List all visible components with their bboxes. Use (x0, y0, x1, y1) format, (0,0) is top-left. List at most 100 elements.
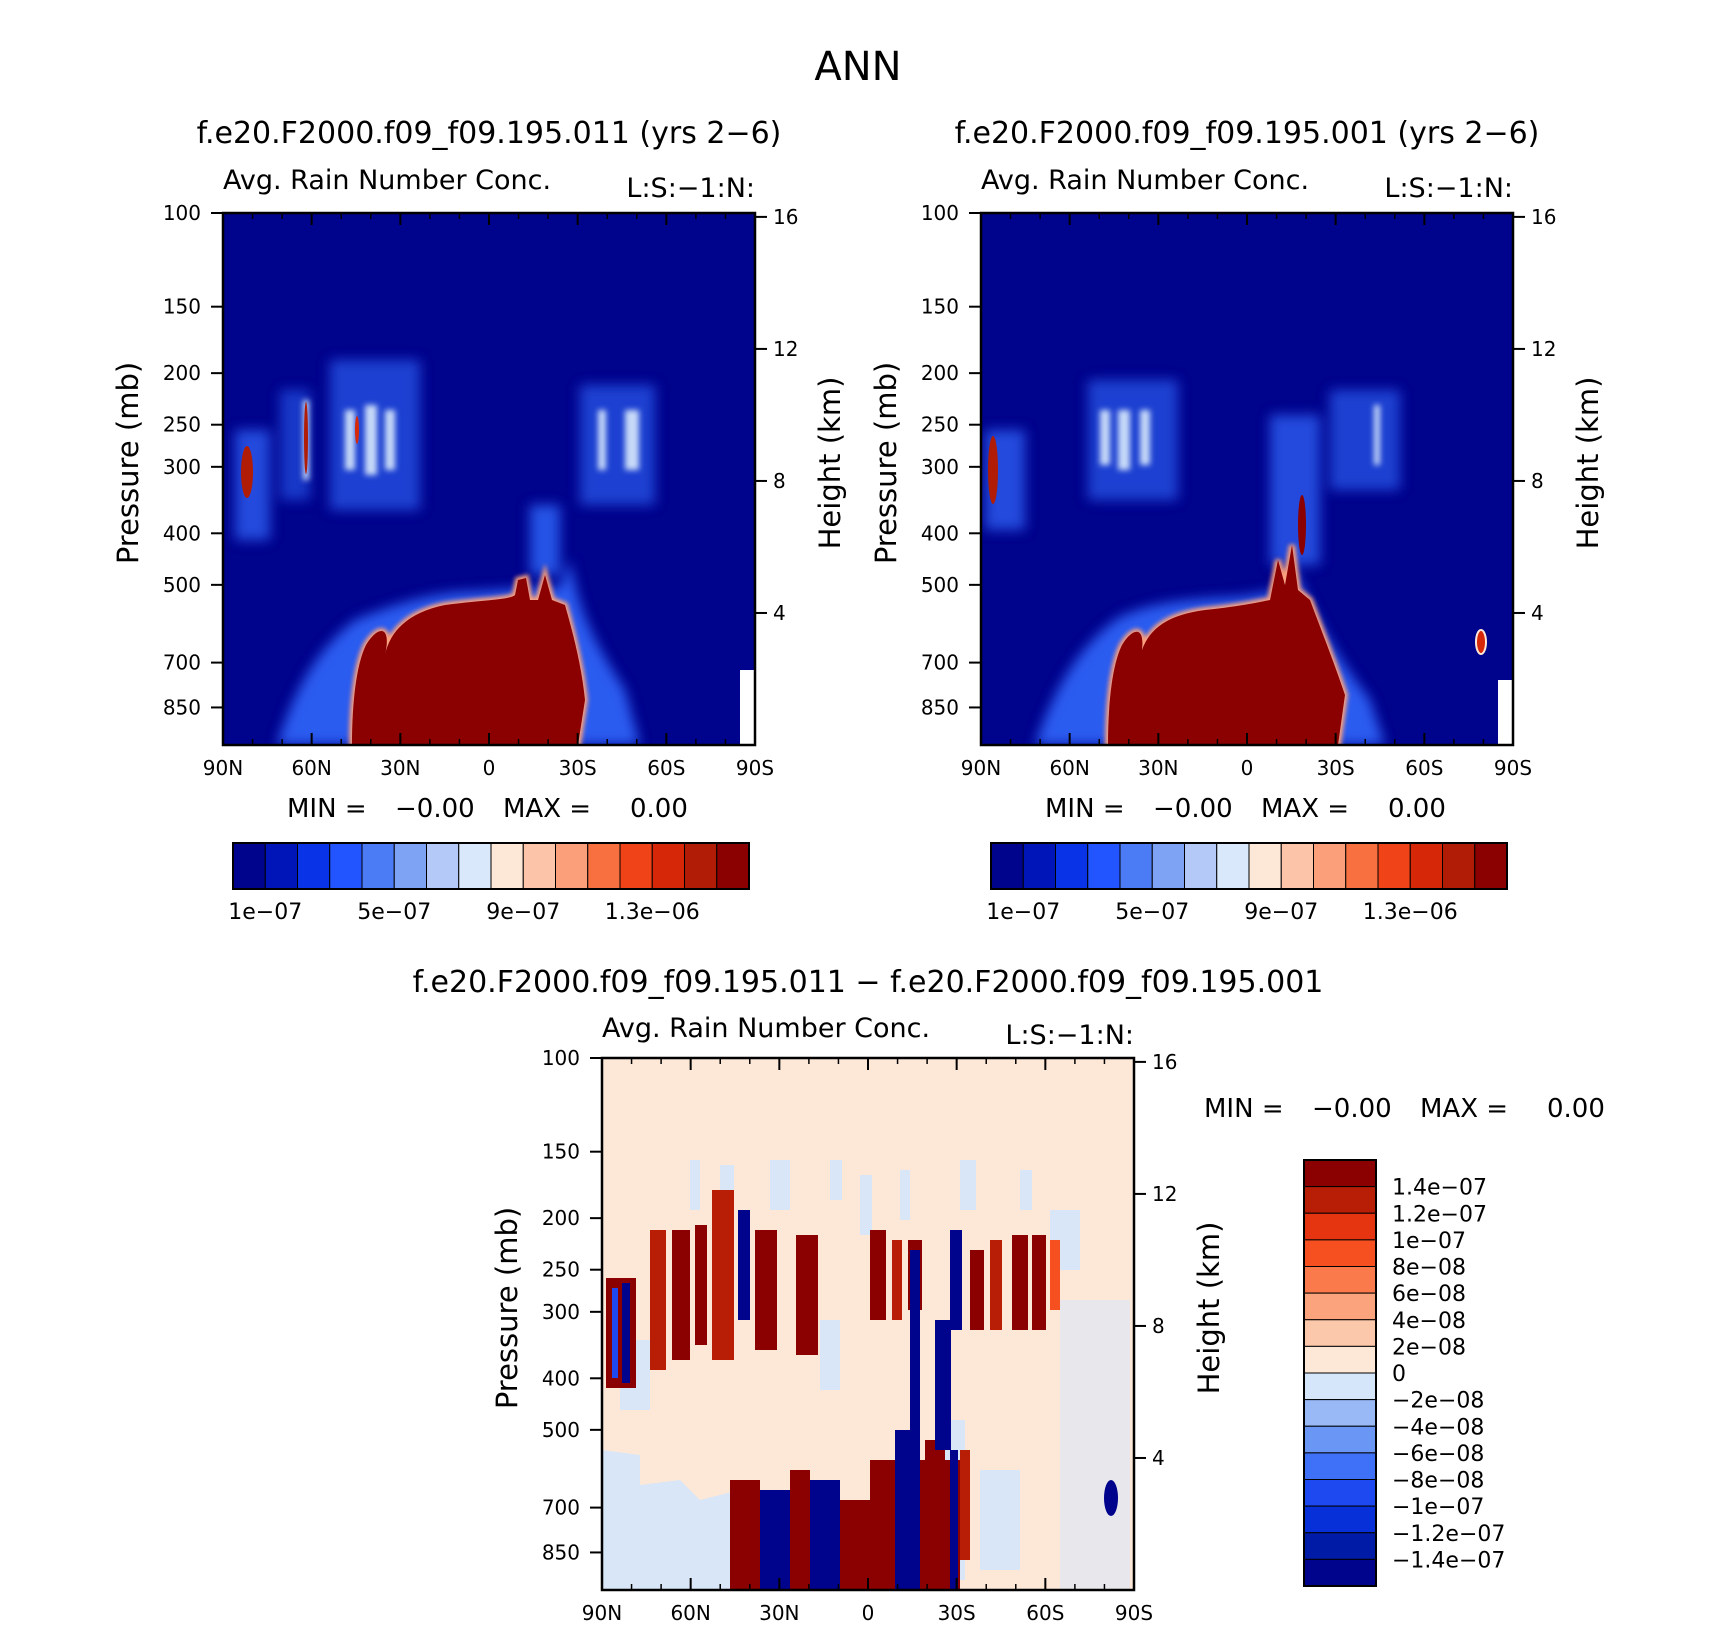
y2-tick-label: 12 (773, 337, 798, 361)
panel-2-colorbar: 1e−07 5e−07 9e−07 1.3e−06 (986, 842, 1508, 925)
x-tick-label: 30S (1317, 756, 1355, 780)
x-tick-label: 30S (938, 1601, 976, 1625)
colorbar-swatch (1303, 1186, 1377, 1214)
panel-1-min-label: MIN = (287, 794, 367, 824)
x-tick-label: 0 (862, 1601, 875, 1625)
colorbar-swatch (1303, 1266, 1377, 1294)
y2-tick-label: 12 (1152, 1182, 1177, 1206)
y-tick-label: 850 (542, 1540, 580, 1564)
panel-1-max-label: MAX = (503, 794, 591, 824)
panel-1-red-core (241, 402, 589, 745)
y-tick-label: 200 (163, 361, 201, 385)
y2-tick-label: 16 (1531, 205, 1556, 229)
colorbar-label: −1e−07 (1392, 1495, 1484, 1520)
y-tick-label: 150 (163, 295, 201, 319)
x-tick-label: 60S (647, 756, 685, 780)
colorbar-label: −1.2e−07 (1392, 1522, 1505, 1547)
panel-1-colorbar: 1e−07 5e−07 9e−07 1.3e−06 (228, 842, 750, 925)
colorbar-swatch (1303, 1239, 1377, 1267)
colorbar-swatch (587, 842, 621, 890)
colorbar-swatch (1087, 842, 1121, 890)
y2-tick-label: 8 (1152, 1314, 1165, 1338)
y-axis-label: Pressure (mb) (490, 1207, 524, 1409)
colorbar-label: −4e−08 (1392, 1415, 1484, 1440)
colorbar-swatch (990, 842, 1024, 890)
colorbar-swatch (1303, 1558, 1377, 1587)
y2-tick-label: 4 (773, 601, 786, 625)
panel-1-title: f.e20.F2000.f09_f09.195.011 (yrs 2−6) (197, 116, 782, 151)
panel-1-missing-data (740, 670, 755, 745)
colorbar-swatch (1280, 842, 1314, 890)
colorbar-label: 2e−08 (1392, 1335, 1466, 1360)
x-tick-label: 90S (1115, 1601, 1153, 1625)
y2-tick-label: 16 (1152, 1050, 1177, 1074)
y-tick-label: 200 (921, 361, 959, 385)
colorbar-swatch (1442, 842, 1476, 890)
colorbar-frame (1303, 1159, 1377, 1587)
panel-1-subtitle: Avg. Rain Number Conc. (223, 165, 551, 196)
y2-tick-label: 8 (1531, 469, 1544, 493)
colorbar-swatch (555, 842, 589, 890)
y2-tick-label: 8 (773, 469, 786, 493)
y-tick-label: 300 (921, 455, 959, 479)
colorbar-swatch (1474, 842, 1508, 890)
colorbar-swatch (716, 842, 750, 890)
colorbar-swatch (393, 842, 427, 890)
x-tick-label: 0 (483, 756, 496, 780)
colorbar-swatch (1409, 842, 1443, 890)
colorbar-swatch (1022, 842, 1056, 890)
panel-2-subtitle: Avg. Rain Number Conc. (981, 165, 1309, 196)
colorbar-swatch (1313, 842, 1347, 890)
colorbar-swatch (1303, 1532, 1377, 1560)
colorbar-label: 8e−08 (1392, 1256, 1466, 1281)
panel-2-field (981, 213, 1513, 745)
colorbar-swatch (232, 842, 266, 890)
colorbar-label: −6e−08 (1392, 1442, 1484, 1467)
x-tick-label: 30N (1138, 756, 1178, 780)
colorbar-swatch (1303, 1212, 1377, 1241)
panel-3-corner-label: L:S:−1:N: (1005, 1020, 1134, 1051)
panel-3-max-label: MAX = (1420, 1094, 1508, 1124)
panel-3-axes: 90N 60N 30N 0 30S 60S 90S 100 150 200 250 300 400 500… (490, 1046, 1226, 1625)
y-tick-label: 500 (921, 573, 959, 597)
panel-1-min-value: −0.00 (395, 794, 475, 824)
y-tick-label: 400 (542, 1366, 580, 1390)
colorbar-frame (232, 842, 750, 890)
panel-1-max-value: 0.00 (630, 794, 688, 824)
y2-axis-label: Height (km) (1192, 1222, 1226, 1395)
colorbar-swatch (1303, 1345, 1377, 1374)
colorbar-label: 5e−07 (357, 900, 431, 925)
y-tick-label: 400 (163, 521, 201, 545)
panel-2-min-label: MIN = (1045, 794, 1125, 824)
panel-1: f.e20.F2000.f09_f09.195.011 (yrs 2−6) Av… (111, 116, 847, 925)
y2-tick-label: 4 (1152, 1446, 1165, 1470)
panel-2-light-streaks (1100, 405, 1380, 470)
x-tick-label: 90S (736, 756, 774, 780)
x-tick-label: 90S (1494, 756, 1532, 780)
y-tick-label: 150 (921, 295, 959, 319)
colorbar-swatch (1303, 1479, 1377, 1507)
colorbar-swatch (1216, 842, 1250, 890)
colorbar-label: 1e−07 (986, 900, 1060, 925)
panel-2-axes: 90N 60N 30N 0 30S 60S 90S 100 150 200 250 300 400 500… (869, 201, 1605, 780)
y2-axis-label: Height (km) (1571, 377, 1605, 550)
colorbar-label: 6e−08 (1392, 1282, 1466, 1307)
colorbar-swatch (490, 842, 524, 890)
colorbar-swatch (1303, 1425, 1377, 1454)
x-tick-label: 30S (559, 756, 597, 780)
x-tick-label: 60N (291, 756, 331, 780)
colorbar-swatch (1345, 842, 1379, 890)
colorbar-label: −2e−08 (1392, 1389, 1484, 1414)
y-tick-label: 250 (163, 413, 201, 437)
colorbar-label: 9e−07 (486, 900, 560, 925)
y-tick-label: 500 (542, 1418, 580, 1442)
colorbar-label: 1e−07 (228, 900, 302, 925)
y-axis-label: Pressure (mb) (111, 362, 145, 564)
colorbar-label: 1.3e−06 (1363, 900, 1458, 925)
panel-3-max-value: 0.00 (1547, 1094, 1605, 1124)
x-tick-label: 0 (1241, 756, 1254, 780)
x-tick-label: 90N (961, 756, 1001, 780)
panel-3-colorbar: 1.4e−071.2e−071e−078e−086e−084e−082e−080… (1303, 1159, 1505, 1587)
colorbar-swatch (1377, 842, 1411, 890)
